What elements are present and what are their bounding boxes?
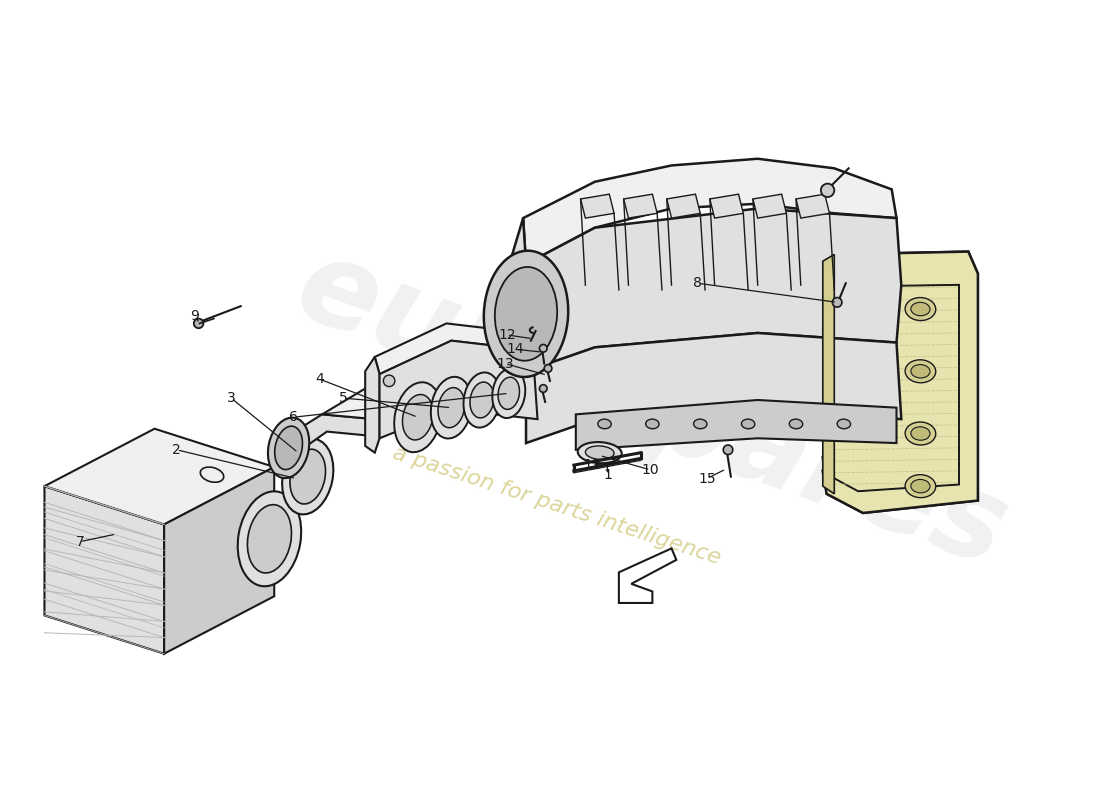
Polygon shape xyxy=(526,333,901,443)
Ellipse shape xyxy=(248,505,292,573)
Text: eurospares: eurospares xyxy=(282,228,1023,591)
Ellipse shape xyxy=(905,422,936,445)
Text: 9: 9 xyxy=(190,309,199,322)
Polygon shape xyxy=(823,252,978,513)
Ellipse shape xyxy=(495,267,558,361)
Ellipse shape xyxy=(290,449,326,504)
Ellipse shape xyxy=(493,369,526,418)
Text: 10: 10 xyxy=(641,463,659,477)
Ellipse shape xyxy=(438,388,464,428)
Text: 15: 15 xyxy=(698,471,716,486)
Ellipse shape xyxy=(911,427,930,440)
Polygon shape xyxy=(509,218,526,395)
Ellipse shape xyxy=(790,419,803,429)
Polygon shape xyxy=(575,400,896,450)
Circle shape xyxy=(517,354,529,366)
Text: 12: 12 xyxy=(498,328,516,342)
Polygon shape xyxy=(581,194,614,218)
Ellipse shape xyxy=(597,419,612,429)
Polygon shape xyxy=(322,389,418,419)
Polygon shape xyxy=(619,548,676,603)
Text: 4: 4 xyxy=(315,372,323,386)
Circle shape xyxy=(544,365,552,372)
Polygon shape xyxy=(284,408,418,458)
Polygon shape xyxy=(667,194,701,218)
Ellipse shape xyxy=(463,373,500,427)
Polygon shape xyxy=(796,194,829,218)
Polygon shape xyxy=(44,486,164,654)
Ellipse shape xyxy=(200,467,223,482)
Circle shape xyxy=(723,445,733,454)
Ellipse shape xyxy=(911,479,930,493)
Circle shape xyxy=(384,375,395,386)
Circle shape xyxy=(194,318,204,328)
Ellipse shape xyxy=(470,382,494,418)
Text: 3: 3 xyxy=(227,391,235,405)
Circle shape xyxy=(539,345,547,352)
Circle shape xyxy=(833,298,842,307)
Polygon shape xyxy=(752,194,786,218)
Text: 6: 6 xyxy=(289,410,298,424)
Polygon shape xyxy=(624,194,657,218)
Text: 2: 2 xyxy=(173,442,182,457)
Text: 1: 1 xyxy=(603,468,612,482)
Ellipse shape xyxy=(238,491,301,586)
Ellipse shape xyxy=(578,442,621,463)
Polygon shape xyxy=(375,323,532,374)
Ellipse shape xyxy=(741,419,755,429)
Ellipse shape xyxy=(585,446,614,459)
Polygon shape xyxy=(44,429,274,525)
Ellipse shape xyxy=(431,377,472,438)
Ellipse shape xyxy=(694,419,707,429)
Ellipse shape xyxy=(275,426,302,470)
Polygon shape xyxy=(524,158,896,264)
Ellipse shape xyxy=(905,360,936,382)
Ellipse shape xyxy=(646,419,659,429)
Ellipse shape xyxy=(837,419,850,429)
Text: 11: 11 xyxy=(583,458,601,472)
Polygon shape xyxy=(823,252,978,513)
Polygon shape xyxy=(365,357,380,453)
Text: a passion for parts intelligence: a passion for parts intelligence xyxy=(390,442,724,568)
Text: 5: 5 xyxy=(339,391,348,405)
Text: 8: 8 xyxy=(693,276,702,290)
Circle shape xyxy=(821,184,834,197)
Text: 14: 14 xyxy=(507,342,525,356)
Text: 13: 13 xyxy=(496,357,514,370)
Ellipse shape xyxy=(498,378,519,410)
Polygon shape xyxy=(526,209,901,371)
Polygon shape xyxy=(164,467,274,654)
Polygon shape xyxy=(823,285,959,491)
Circle shape xyxy=(539,385,547,392)
Ellipse shape xyxy=(394,382,441,452)
Ellipse shape xyxy=(268,418,309,478)
Text: 7: 7 xyxy=(76,534,85,549)
Ellipse shape xyxy=(911,365,930,378)
Ellipse shape xyxy=(905,474,936,498)
Ellipse shape xyxy=(905,298,936,321)
Polygon shape xyxy=(379,341,538,438)
Polygon shape xyxy=(823,254,834,494)
Ellipse shape xyxy=(484,250,569,377)
Polygon shape xyxy=(710,194,744,218)
Ellipse shape xyxy=(403,394,433,440)
Ellipse shape xyxy=(911,302,930,316)
Ellipse shape xyxy=(282,438,333,514)
